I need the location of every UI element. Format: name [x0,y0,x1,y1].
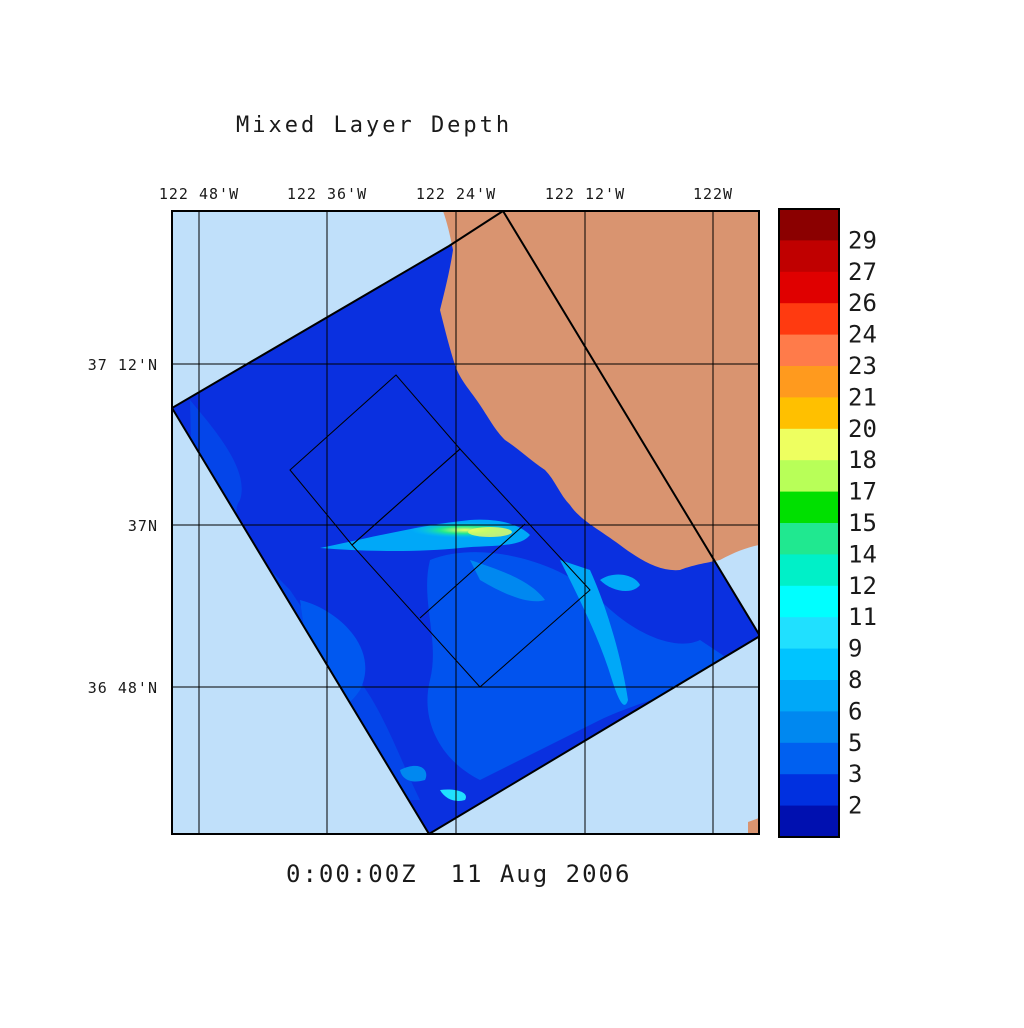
map-frame [171,210,760,835]
inner-domain-divider [419,523,526,619]
colorbar-swatch [779,585,839,618]
colorbar-swatch [779,711,839,744]
colorbar-tick-label: 8 [848,666,862,694]
colorbar-tick-label: 6 [848,697,862,725]
model-domain-outline [172,211,759,834]
colorbar-swatch [779,774,839,807]
colorbar-swatch [779,397,839,430]
colorbar-tick-label: 21 [848,383,877,411]
colorbar [779,209,839,838]
colorbar-swatch [779,680,839,712]
colorbar-swatch [779,523,839,555]
colorbar-swatch [779,617,839,650]
lat-label: 36 48'N [88,679,158,697]
colorbar-tick-label: 14 [848,540,877,568]
colorbar-swatch [779,491,839,524]
land-coastline [440,211,759,571]
colorbar-frame [778,208,840,838]
colorbar-tick-label: 24 [848,321,877,349]
colorbar-tick-label: 18 [848,446,877,474]
colorbar-swatch [779,428,839,461]
lon-label: 122 24'W [416,185,496,203]
colorbar-tick-label: 12 [848,572,877,600]
map-title: Mixed Layer Depth [236,113,512,138]
map-area [172,211,759,834]
lat-label: 37 12'N [88,356,158,374]
colorbar-tick-label: 27 [848,258,877,286]
inner-domain-outline-2 [351,448,591,688]
colorbar-tick-label: 3 [848,760,862,788]
colorbar-swatch [779,648,839,681]
graticule [172,211,759,834]
lon-label: 122W [693,185,733,203]
colorbar-swatch [779,303,839,336]
colorbar-tick-label: 29 [848,226,877,254]
colorbar-tick-label: 5 [848,729,862,757]
colorbar-tick-label: 15 [848,509,877,537]
colorbar-swatch [779,366,839,398]
land-islet [748,818,759,834]
colorbar-swatch [779,742,839,775]
colorbar-swatch [779,271,839,304]
colorbar-swatch [779,554,839,587]
colorbar-swatch [779,460,839,493]
colorbar-swatch [779,209,839,241]
colorbar-labels: 29 27 26 24 23 21 20 18 17 15 14 12 11 9 8 6 5 3 2 [848,226,877,819]
colorbar-tick-label: 17 [848,478,877,506]
colorbar-tick-label: 9 [848,635,862,663]
lat-label: 37N [128,517,158,535]
colorbar-tick-label: 26 [848,289,877,317]
lon-label: 122 48'W [159,185,239,203]
colorbar-tick-label: 23 [848,352,877,380]
colorbar-swatch [779,805,839,838]
colorbar-swatch [779,334,839,367]
colorbar-swatch [779,240,839,273]
lon-label: 122 36'W [287,185,367,203]
lon-label: 122 12'W [545,185,625,203]
colorbar-tick-label: 11 [848,603,877,631]
colorbar-tick-label: 20 [848,415,877,443]
colorbar-tick-label: 2 [848,792,862,820]
timestamp: 0:00:00Z 11 Aug 2006 [286,860,631,888]
